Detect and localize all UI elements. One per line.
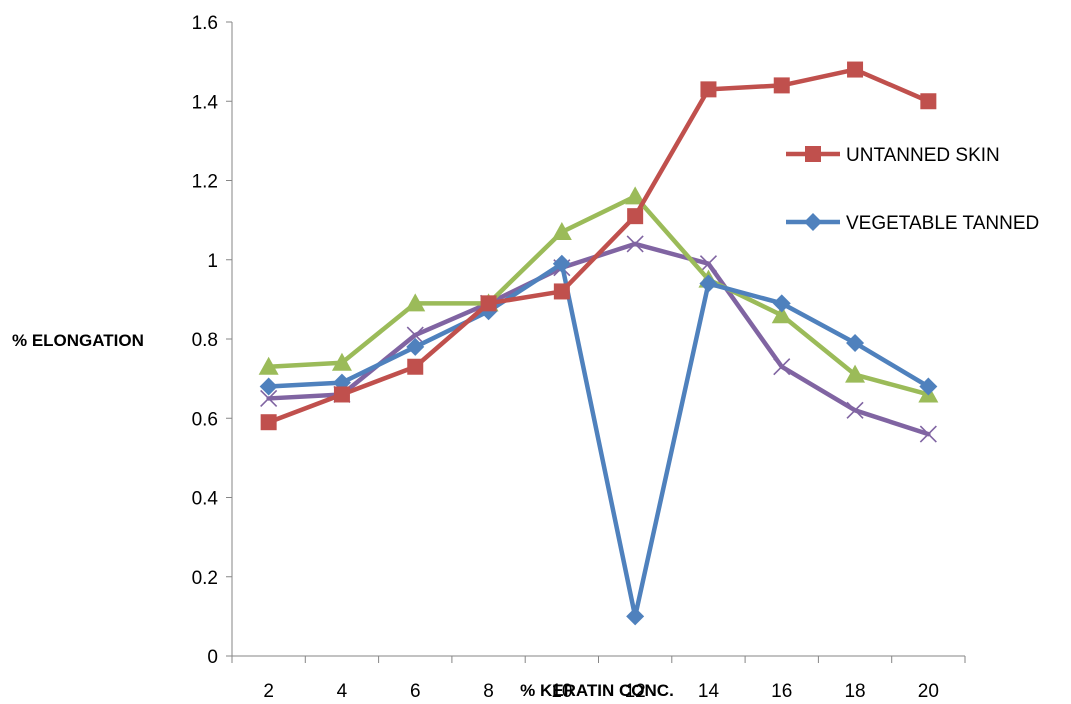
- data-point: [845, 364, 866, 383]
- data-point: [773, 358, 791, 376]
- series-line: [266, 67, 931, 425]
- data-point: [626, 607, 645, 626]
- data-point: [551, 222, 572, 241]
- data-point: [407, 358, 424, 375]
- x-tick-label: 20: [918, 681, 939, 702]
- x-tick-label: 18: [844, 681, 865, 702]
- series-4: [260, 235, 937, 443]
- data-point: [920, 93, 937, 110]
- x-tick-label: 2: [263, 681, 274, 702]
- x-axis-title: % KERATIN CONC.: [520, 681, 674, 700]
- data-point: [804, 213, 822, 231]
- axes: [226, 21, 966, 663]
- x-tick-labels: 2 4 6 8 10 12 14 16 18 20: [263, 681, 939, 702]
- y-tick-label: 1.4: [192, 92, 219, 113]
- x-tick-label: 10: [551, 681, 572, 702]
- data-point: [626, 235, 644, 253]
- y-tick-label: 0.6: [192, 409, 218, 430]
- data-point: [699, 274, 718, 293]
- x-tick-label: 8: [483, 681, 494, 702]
- series-line: [266, 194, 931, 397]
- y-tick-labels: 0 0.2 0.4 0.6 0.8 1 1.2 1.4 1.6: [192, 13, 219, 668]
- data-point: [552, 254, 571, 273]
- data-point: [805, 146, 821, 162]
- data-point: [772, 294, 791, 313]
- y-tick-label: 0.2: [192, 568, 218, 589]
- legend-item: VEGETABLE TANNED: [786, 213, 1039, 234]
- data-point: [553, 283, 570, 300]
- series-line: [266, 261, 931, 619]
- legend-item: UNTANNED SKIN: [786, 145, 1000, 166]
- data-point: [259, 377, 278, 396]
- series-2: [259, 254, 938, 626]
- data-point: [627, 208, 644, 225]
- x-tick-label: 16: [771, 681, 792, 702]
- data-point: [919, 425, 937, 443]
- legend-label: VEGETABLE TANNED: [846, 213, 1039, 234]
- y-axis-title: % ELONGATION: [12, 331, 144, 350]
- legend-label: UNTANNED SKIN: [846, 145, 1000, 166]
- y-tick-label: 1: [207, 251, 218, 272]
- series-line: [266, 241, 931, 437]
- data-point: [480, 295, 497, 312]
- series-layer: [258, 61, 939, 626]
- data-point: [846, 333, 865, 352]
- x-tick-label: 4: [337, 681, 348, 702]
- data-point: [846, 401, 864, 419]
- data-point: [260, 389, 278, 408]
- data-point: [405, 293, 426, 312]
- data-point: [406, 337, 425, 356]
- data-point: [919, 377, 938, 396]
- y-tick-label: 1.2: [192, 172, 218, 193]
- data-point: [406, 326, 424, 344]
- x-tick-label: 12: [625, 681, 646, 702]
- data-point: [331, 352, 352, 371]
- data-point: [333, 386, 350, 403]
- x-tick-label: 14: [698, 681, 720, 702]
- data-point: [258, 356, 279, 375]
- y-tick-label: 0.8: [192, 330, 218, 351]
- y-tick-label: 0: [207, 647, 218, 668]
- data-point: [773, 77, 790, 94]
- y-tick-label: 1.6: [192, 13, 218, 34]
- data-point: [847, 61, 864, 78]
- data-point: [625, 186, 646, 205]
- data-point: [700, 81, 717, 98]
- series-1: [260, 61, 937, 431]
- y-tick-label: 0.4: [192, 489, 219, 510]
- data-point: [699, 255, 718, 273]
- data-point: [771, 305, 792, 324]
- series-3: [258, 186, 939, 403]
- x-tick-label: 6: [410, 681, 421, 702]
- legend: UNTANNED SKIN VEGETABLE TANNED: [786, 145, 1039, 234]
- data-point: [260, 414, 277, 431]
